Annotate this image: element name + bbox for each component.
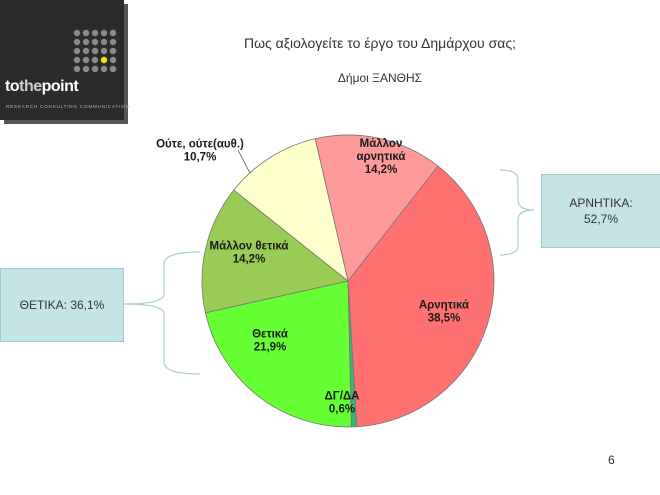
logo-dot (82, 29, 90, 37)
data-label: Θετικά 21,9% (252, 329, 288, 354)
logo-dot (91, 29, 99, 37)
pie-slice (201, 189, 349, 314)
chart-subtitle: Δήμοι ΞΑΝΘΗΣ (337, 71, 423, 85)
logo-dot (73, 65, 81, 73)
negative-summary-label: ΑΡΝΗΤΙΚΑ: (569, 196, 633, 210)
positive-group-bracket (123, 251, 201, 375)
logo-dot (91, 65, 99, 73)
logo-dot (91, 38, 99, 46)
logo-dot (82, 65, 90, 73)
logo-dot (109, 56, 117, 64)
logo-dot (82, 38, 90, 46)
negative-group-bracket (499, 169, 535, 256)
company-logo: tothepoint RESEARCH CONSULTING COMMUNICA… (0, 0, 129, 120)
pie-slice (233, 138, 349, 283)
positive-summary-label: ΘΕΤΙΚΑ: 36,1% (19, 298, 105, 312)
data-label: Ούτε, ούτε(αυθ.) 10,7% (156, 139, 244, 164)
positive-summary-box: ΘΕΤΙΚΑ: 36,1% (0, 268, 124, 342)
page-number: 6 (608, 453, 615, 467)
logo-dot (109, 38, 117, 46)
data-label: Μάλλον θετικά 14,2% (209, 241, 288, 266)
logo-dot (109, 29, 117, 37)
logo-dot (73, 29, 81, 37)
pie-slice (314, 134, 439, 282)
negative-summary-box: ΑΡΝΗΤΙΚΑ: 52,7% (541, 174, 660, 248)
logo-wordmark: tothepoint (5, 78, 79, 95)
leader-line (237, 149, 251, 174)
logo-dot (100, 65, 108, 73)
logo-dot (109, 47, 117, 55)
chart-title: Πως αξιολογείτε το έργο του Δημάρχου σας… (244, 35, 516, 51)
logo-dot-grid-icon (73, 29, 117, 73)
logo-accent-dot (100, 56, 108, 64)
logo-dot (73, 47, 81, 55)
logo-dot (100, 47, 108, 55)
logo-dot (91, 56, 99, 64)
data-label: Μάλλον αρνητικά 14,2% (356, 138, 405, 176)
logo-dot (73, 56, 81, 64)
logo-dot (91, 47, 99, 55)
logo-tagline: RESEARCH CONSULTING COMMUNICATION (6, 104, 130, 109)
pie-slice (347, 165, 495, 428)
data-label: ΔΓ/ΔΑ 0,6% (325, 391, 360, 416)
pie-slice (205, 280, 352, 428)
logo-dot (100, 29, 108, 37)
logo-dot (82, 56, 90, 64)
logo-dot (100, 38, 108, 46)
logo-dot (109, 65, 117, 73)
data-label: Αρνητικά 38,5% (419, 300, 469, 325)
negative-summary-value: 52,7% (583, 212, 618, 226)
logo-dot (82, 47, 90, 55)
logo-dot (73, 38, 81, 46)
